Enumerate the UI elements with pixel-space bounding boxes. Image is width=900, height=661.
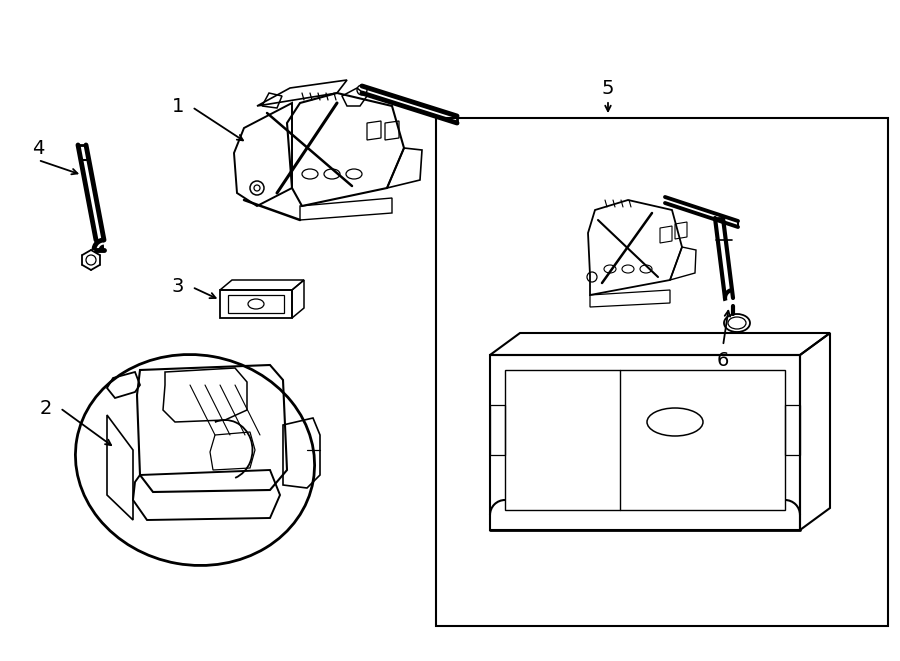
Text: 2: 2: [40, 399, 52, 418]
Text: 3: 3: [172, 278, 184, 297]
Text: 6: 6: [716, 350, 729, 369]
Bar: [436, 118, 888, 626]
Text: 4: 4: [32, 139, 44, 157]
Text: 5: 5: [602, 79, 614, 98]
Text: 1: 1: [172, 98, 184, 116]
